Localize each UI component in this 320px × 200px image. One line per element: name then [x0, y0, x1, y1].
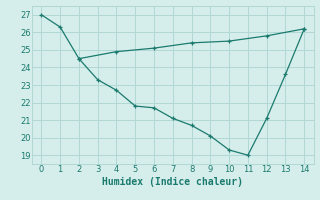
- X-axis label: Humidex (Indice chaleur): Humidex (Indice chaleur): [102, 177, 243, 187]
